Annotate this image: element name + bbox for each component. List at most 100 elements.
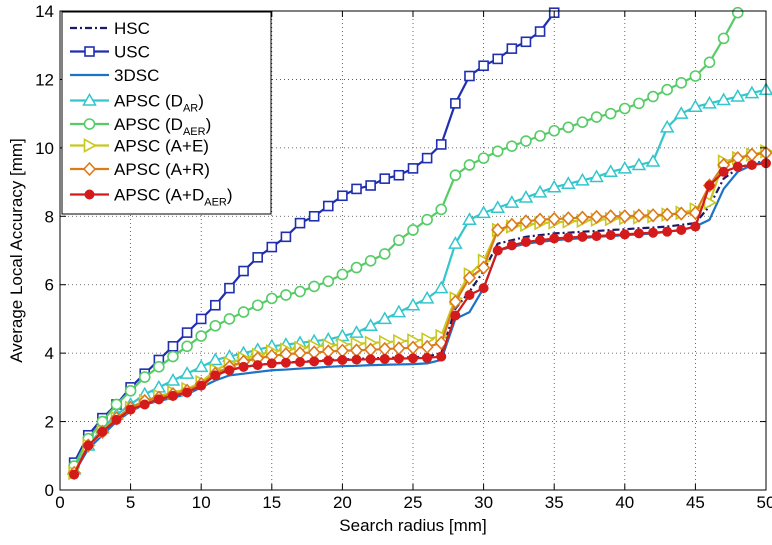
data-point [575,210,590,225]
data-point [464,289,475,300]
data-point [661,83,673,96]
data-point [83,440,94,451]
data-point [251,299,264,312]
data-point [632,208,646,223]
data-point [449,169,462,182]
x-tick-label: 35 [545,493,564,512]
data-point [337,354,348,365]
y-tick-label: 12 [35,70,54,89]
data-point [491,222,505,238]
data-point [617,160,633,174]
data-point [662,226,673,237]
data-point [647,90,659,103]
data-point [477,260,491,275]
data-point [689,70,702,82]
data-point [405,297,421,311]
y-axis-label: Average Local Accuracy [mm] [7,138,26,363]
data-point [419,290,435,304]
x-tick-label: 5 [126,493,135,512]
data-point [646,208,660,223]
data-point [717,32,730,45]
data-point [391,304,407,318]
data-point [604,209,618,224]
data-point [575,172,590,186]
data-point [448,236,463,249]
data-point [138,371,151,383]
data-point [506,140,518,152]
data-point [363,318,378,332]
data-point [266,241,278,253]
data-point [322,275,335,288]
data-point [464,70,475,82]
x-tick-label: 40 [615,493,634,512]
data-point [546,179,562,193]
data-point [167,390,178,401]
data-point [690,221,701,232]
data-point [533,212,547,227]
data-point [365,354,376,365]
data-point [364,254,377,267]
data-point [294,217,306,229]
data-point [351,183,362,195]
data-point [477,152,490,164]
data-point [563,232,574,243]
data-point [393,169,405,181]
data-point [210,299,221,311]
data-point [492,245,503,256]
data-point [223,313,236,325]
data-point [179,366,195,379]
data-point [520,36,532,48]
data-point [421,213,433,226]
x-tick-label: 15 [262,493,281,512]
legend-label: APSC (A+DAER) [114,186,233,209]
data-point [520,135,532,147]
x-tick-label: 50 [757,493,772,512]
data-point [478,283,489,294]
data-point [547,211,561,227]
data-point [378,248,391,260]
data-point [732,161,743,172]
data-point [631,157,647,171]
data-point [476,205,491,219]
data-point [377,311,393,325]
data-point [731,6,744,19]
data-point [349,325,364,338]
data-point [111,414,122,425]
data-point [548,124,561,137]
legend-label: 3DSC [114,66,159,85]
data-point [436,351,447,362]
axis-ticks: 0 5 10 15 20 25 30 35 40 45 50 0 2 4 6 8 10 12 14 [35,2,772,512]
data-point [407,224,419,236]
data-point [688,99,703,113]
data-point [280,231,292,243]
data-point [448,294,462,310]
data-point [308,280,320,293]
data-point [603,164,618,178]
data-point [744,85,760,99]
data-point [633,97,645,110]
legend-marker [82,161,97,177]
legend-box [61,11,272,215]
data-point [534,130,546,142]
legend-marker [83,138,98,153]
data-point [462,212,477,225]
data-point [237,306,250,318]
x-tick-label: 0 [55,493,64,512]
data-point [519,214,533,229]
data-point [590,111,603,123]
data-point [350,261,363,274]
series-7 [69,158,771,480]
data-point [561,211,575,226]
data-point [252,360,263,371]
data-point [589,209,604,225]
data-point [674,206,688,221]
data-point [139,399,150,410]
data-point [450,310,461,321]
data-point [505,217,519,233]
data-point [193,359,209,373]
data-point [167,350,179,363]
data-point [746,159,757,170]
data-point [294,285,306,298]
data-point [660,207,674,222]
data-point [196,380,207,391]
